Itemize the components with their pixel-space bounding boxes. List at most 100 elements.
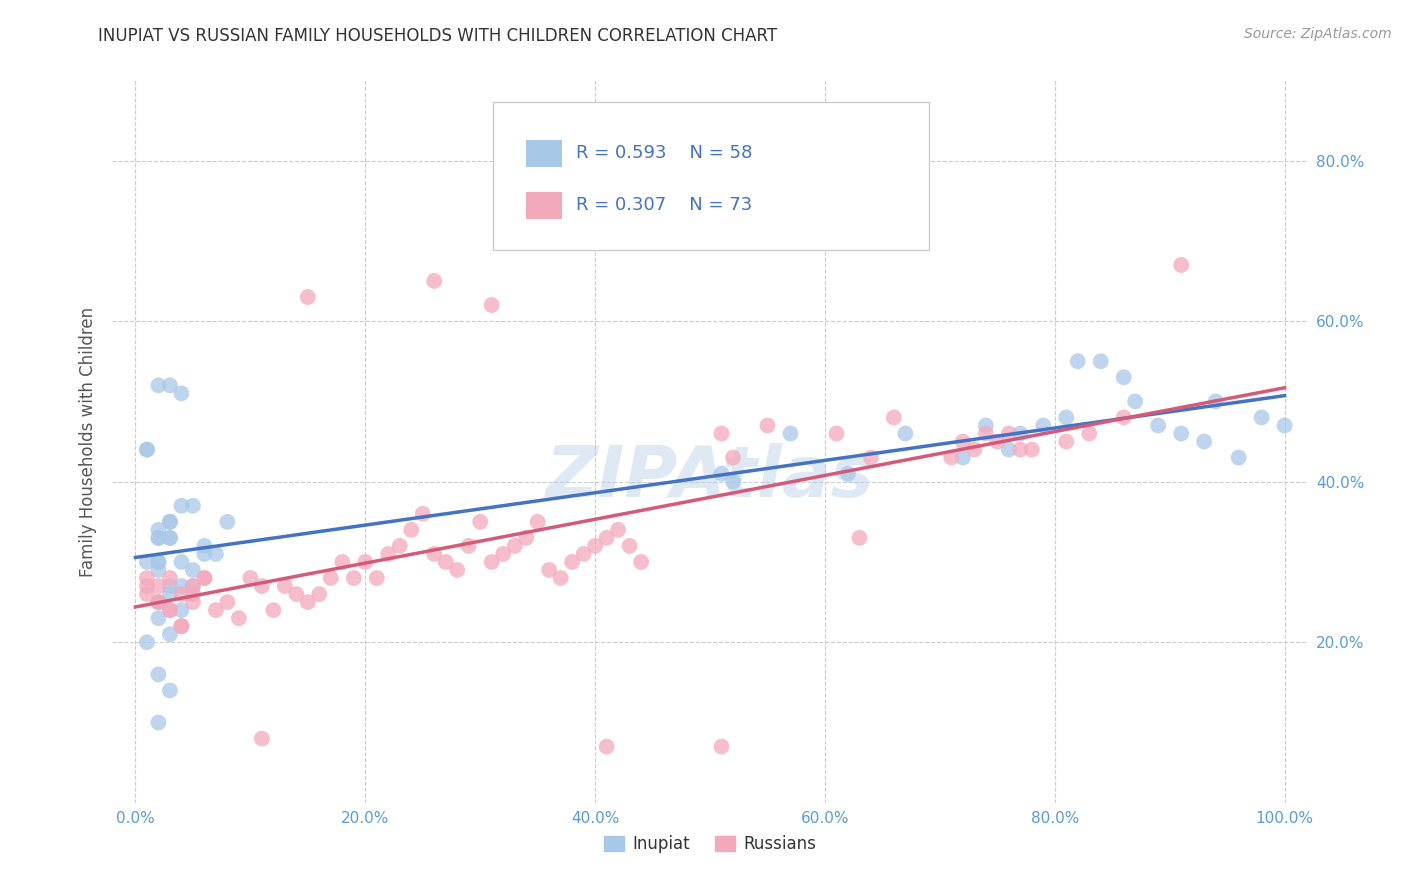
Inupiat (159, 515, 181, 529)
Text: R = 0.593    N = 58: R = 0.593 N = 58 (576, 145, 752, 162)
Russians (595, 531, 617, 545)
Russians (595, 739, 617, 754)
Russians (572, 547, 595, 561)
Inupiat (148, 715, 170, 730)
Russians (630, 555, 652, 569)
Russians (136, 587, 159, 601)
Russians (330, 555, 353, 569)
Russians (193, 571, 215, 585)
Russians (1112, 410, 1135, 425)
Russians (526, 515, 548, 529)
Inupiat (159, 587, 181, 601)
Text: Source: ZipAtlas.com: Source: ZipAtlas.com (1244, 27, 1392, 41)
Y-axis label: Family Households with Children: Family Households with Children (79, 307, 97, 576)
Inupiat (148, 611, 170, 625)
Text: R = 0.307    N = 73: R = 0.307 N = 73 (576, 196, 752, 214)
Russians (274, 579, 297, 593)
Russians (446, 563, 468, 577)
Legend: Inupiat, Russians: Inupiat, Russians (598, 828, 823, 860)
Russians (423, 547, 446, 561)
Inupiat (159, 683, 181, 698)
Russians (170, 619, 193, 633)
Russians (859, 450, 882, 465)
Russians (239, 571, 262, 585)
Russians (974, 426, 997, 441)
Inupiat (159, 627, 181, 641)
Inupiat (148, 667, 170, 681)
Inupiat (181, 499, 204, 513)
Inupiat (170, 555, 193, 569)
Inupiat (148, 378, 170, 392)
Inupiat (148, 595, 170, 609)
Russians (457, 539, 479, 553)
Russians (952, 434, 974, 449)
Inupiat (1192, 434, 1215, 449)
Russians (481, 555, 503, 569)
Inupiat (136, 442, 159, 457)
Russians (550, 571, 572, 585)
Russians (1170, 258, 1192, 272)
Russians (883, 410, 905, 425)
Russians (1078, 426, 1101, 441)
Russians (170, 619, 193, 633)
Inupiat (1054, 410, 1077, 425)
Russians (148, 595, 170, 609)
Russians (941, 450, 963, 465)
Inupiat (998, 442, 1021, 457)
Inupiat (205, 547, 228, 561)
Inupiat (1205, 394, 1227, 409)
Inupiat (148, 555, 170, 569)
Russians (561, 555, 583, 569)
Inupiat (721, 475, 744, 489)
Russians (136, 579, 159, 593)
Russians (377, 547, 399, 561)
Inupiat (217, 515, 239, 529)
Russians (148, 595, 170, 609)
Russians (1010, 442, 1032, 457)
Russians (710, 426, 733, 441)
FancyBboxPatch shape (526, 192, 562, 219)
Russians (250, 731, 273, 746)
Russians (1021, 442, 1043, 457)
Russians (297, 290, 319, 304)
Russians (181, 587, 204, 601)
Russians (412, 507, 434, 521)
Inupiat (710, 467, 733, 481)
Russians (159, 603, 181, 617)
Russians (963, 442, 986, 457)
Russians (262, 603, 284, 617)
Inupiat (1170, 426, 1192, 441)
Inupiat (181, 579, 204, 593)
Inupiat (1112, 370, 1135, 384)
Russians (193, 571, 215, 585)
Russians (481, 298, 503, 312)
FancyBboxPatch shape (526, 139, 562, 167)
Inupiat (1067, 354, 1090, 368)
Russians (217, 595, 239, 609)
Inupiat (1090, 354, 1112, 368)
Inupiat (170, 579, 193, 593)
Russians (998, 426, 1021, 441)
Russians (619, 539, 641, 553)
Russians (205, 603, 228, 617)
Russians (423, 274, 446, 288)
Inupiat (974, 418, 997, 433)
Russians (470, 515, 492, 529)
Inupiat (1032, 418, 1054, 433)
Russians (434, 555, 457, 569)
Inupiat (159, 531, 181, 545)
Russians (401, 523, 423, 537)
Inupiat (170, 386, 193, 401)
Russians (986, 434, 1008, 449)
Text: ZIPAtlas: ZIPAtlas (546, 443, 875, 512)
Inupiat (1010, 426, 1032, 441)
Russians (159, 571, 181, 585)
Russians (170, 587, 193, 601)
Russians (228, 611, 250, 625)
Russians (515, 531, 537, 545)
Russians (343, 571, 366, 585)
Russians (297, 595, 319, 609)
Inupiat (1147, 418, 1170, 433)
Inupiat (894, 426, 917, 441)
Russians (250, 579, 273, 593)
